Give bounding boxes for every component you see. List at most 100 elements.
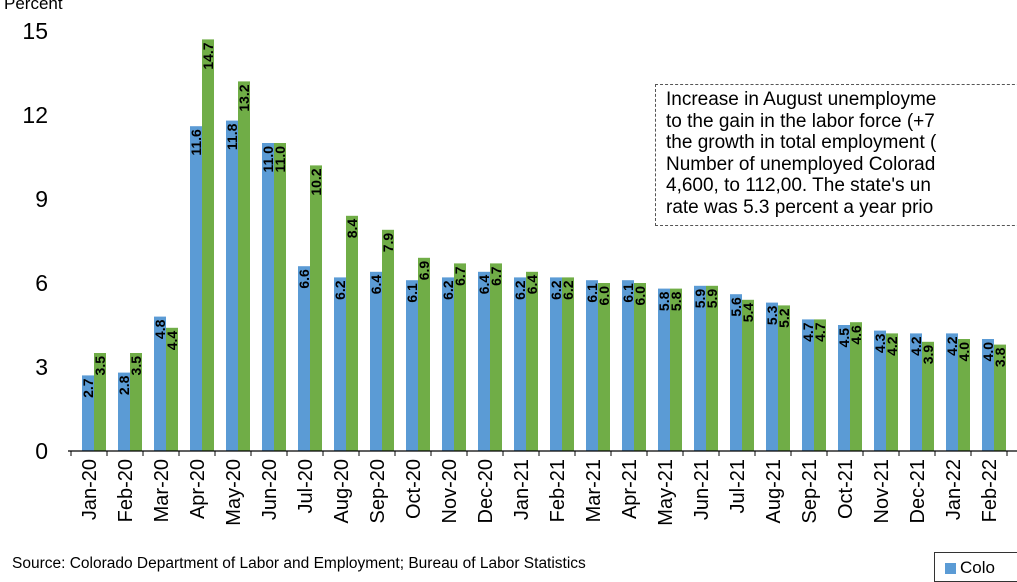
bar bbox=[226, 120, 238, 451]
data-label: 6.2 bbox=[332, 280, 348, 300]
x-tick-label: Jul-20 bbox=[295, 459, 317, 513]
bar bbox=[346, 215, 358, 451]
y-tick-label: 9 bbox=[35, 186, 48, 212]
bar bbox=[490, 263, 502, 451]
x-tick-label: Jun-20 bbox=[259, 459, 281, 520]
bar bbox=[118, 372, 130, 451]
data-label: 6.1 bbox=[620, 283, 636, 303]
data-label: 3.9 bbox=[920, 345, 936, 365]
data-label: 5.9 bbox=[704, 289, 720, 309]
bar bbox=[202, 39, 214, 452]
bar bbox=[766, 302, 778, 451]
bar bbox=[946, 333, 958, 451]
data-label: 6.6 bbox=[296, 269, 312, 289]
bar bbox=[82, 375, 94, 451]
legend: Colo bbox=[934, 552, 1017, 582]
x-tick-label: Sep-20 bbox=[367, 459, 389, 524]
bar bbox=[274, 143, 286, 451]
x-tick-label: Mar-21 bbox=[583, 459, 605, 522]
x-tick-label: Oct-21 bbox=[835, 459, 857, 519]
bar bbox=[886, 333, 898, 451]
data-label: 6.2 bbox=[548, 280, 564, 300]
x-tick-label: May-21 bbox=[655, 459, 677, 526]
bar bbox=[874, 330, 886, 451]
bar bbox=[814, 319, 826, 451]
x-tick-label: Mar-22 bbox=[1015, 459, 1017, 522]
bar bbox=[154, 316, 166, 451]
bar bbox=[190, 126, 202, 451]
data-label: 3.5 bbox=[128, 356, 144, 376]
bar bbox=[262, 143, 274, 451]
x-tick-label: Jan-22 bbox=[943, 459, 965, 520]
y-tick-label: 3 bbox=[35, 354, 48, 380]
annotation-box: Increase in August unemployme to the gai… bbox=[655, 84, 1017, 226]
y-axis-title: Percent bbox=[4, 0, 63, 13]
data-label: 3.8 bbox=[992, 347, 1008, 367]
data-label: 6.0 bbox=[632, 286, 648, 306]
data-label: 3.5 bbox=[92, 356, 108, 376]
bar bbox=[442, 277, 454, 451]
bar bbox=[382, 229, 394, 451]
data-label: 6.2 bbox=[512, 280, 528, 300]
bar bbox=[166, 327, 178, 451]
bar bbox=[550, 277, 562, 451]
bar bbox=[406, 280, 418, 451]
data-label: 5.9 bbox=[692, 289, 708, 309]
bar bbox=[994, 344, 1006, 451]
bar bbox=[982, 339, 994, 451]
data-label: 4.2 bbox=[944, 336, 960, 356]
data-label: 5.6 bbox=[728, 297, 744, 317]
data-label: 14.7 bbox=[200, 42, 216, 69]
x-tick-label: Feb-20 bbox=[115, 459, 137, 522]
legend-swatch bbox=[945, 563, 956, 575]
data-label: 6.4 bbox=[476, 275, 492, 295]
bar bbox=[514, 277, 526, 451]
bar bbox=[694, 285, 706, 451]
data-label: 4.4 bbox=[164, 331, 180, 351]
data-label: 7.9 bbox=[380, 233, 396, 253]
bar bbox=[850, 322, 862, 451]
bar bbox=[778, 305, 790, 451]
data-label: 8.4 bbox=[344, 219, 360, 239]
bar bbox=[418, 257, 430, 451]
bar bbox=[622, 280, 634, 451]
bar bbox=[526, 271, 538, 451]
data-label: 4.0 bbox=[956, 342, 972, 362]
bar bbox=[838, 325, 850, 451]
data-label: 4.3 bbox=[872, 333, 888, 353]
bar bbox=[802, 319, 814, 451]
bar bbox=[478, 271, 490, 451]
y-tick-label: 15 bbox=[22, 18, 48, 44]
bar bbox=[562, 277, 574, 451]
data-label: 6.2 bbox=[560, 280, 576, 300]
bar bbox=[454, 263, 466, 451]
bar bbox=[658, 288, 670, 451]
data-label: 6.4 bbox=[524, 275, 540, 295]
y-tick-label: 12 bbox=[22, 102, 48, 128]
data-label: 10.2 bbox=[308, 168, 324, 195]
bar bbox=[310, 165, 322, 451]
data-label: 4.6 bbox=[848, 325, 864, 345]
x-tick-label: Sep-21 bbox=[799, 459, 821, 524]
data-label: 5.4 bbox=[740, 303, 756, 323]
data-label: 6.4 bbox=[368, 275, 384, 295]
data-label: 4.7 bbox=[812, 322, 828, 342]
data-label: 6.9 bbox=[416, 261, 432, 281]
data-label: 6.7 bbox=[452, 266, 468, 286]
data-label: 4.2 bbox=[908, 336, 924, 356]
y-tick-label: 0 bbox=[35, 438, 48, 464]
data-label: 6.2 bbox=[440, 280, 456, 300]
x-tick-label: Jul-21 bbox=[727, 459, 749, 513]
data-label: 4.5 bbox=[836, 328, 852, 348]
x-tick-label: Jun-21 bbox=[691, 459, 713, 520]
bar bbox=[598, 283, 610, 451]
data-label: 13.2 bbox=[236, 84, 252, 111]
bar bbox=[334, 277, 346, 451]
x-tick-label: Feb-21 bbox=[547, 459, 569, 522]
x-tick-label: Dec-21 bbox=[907, 459, 929, 523]
bar bbox=[586, 280, 598, 451]
data-label: 5.3 bbox=[764, 305, 780, 325]
data-label: 6.1 bbox=[404, 283, 420, 303]
bar bbox=[370, 271, 382, 451]
